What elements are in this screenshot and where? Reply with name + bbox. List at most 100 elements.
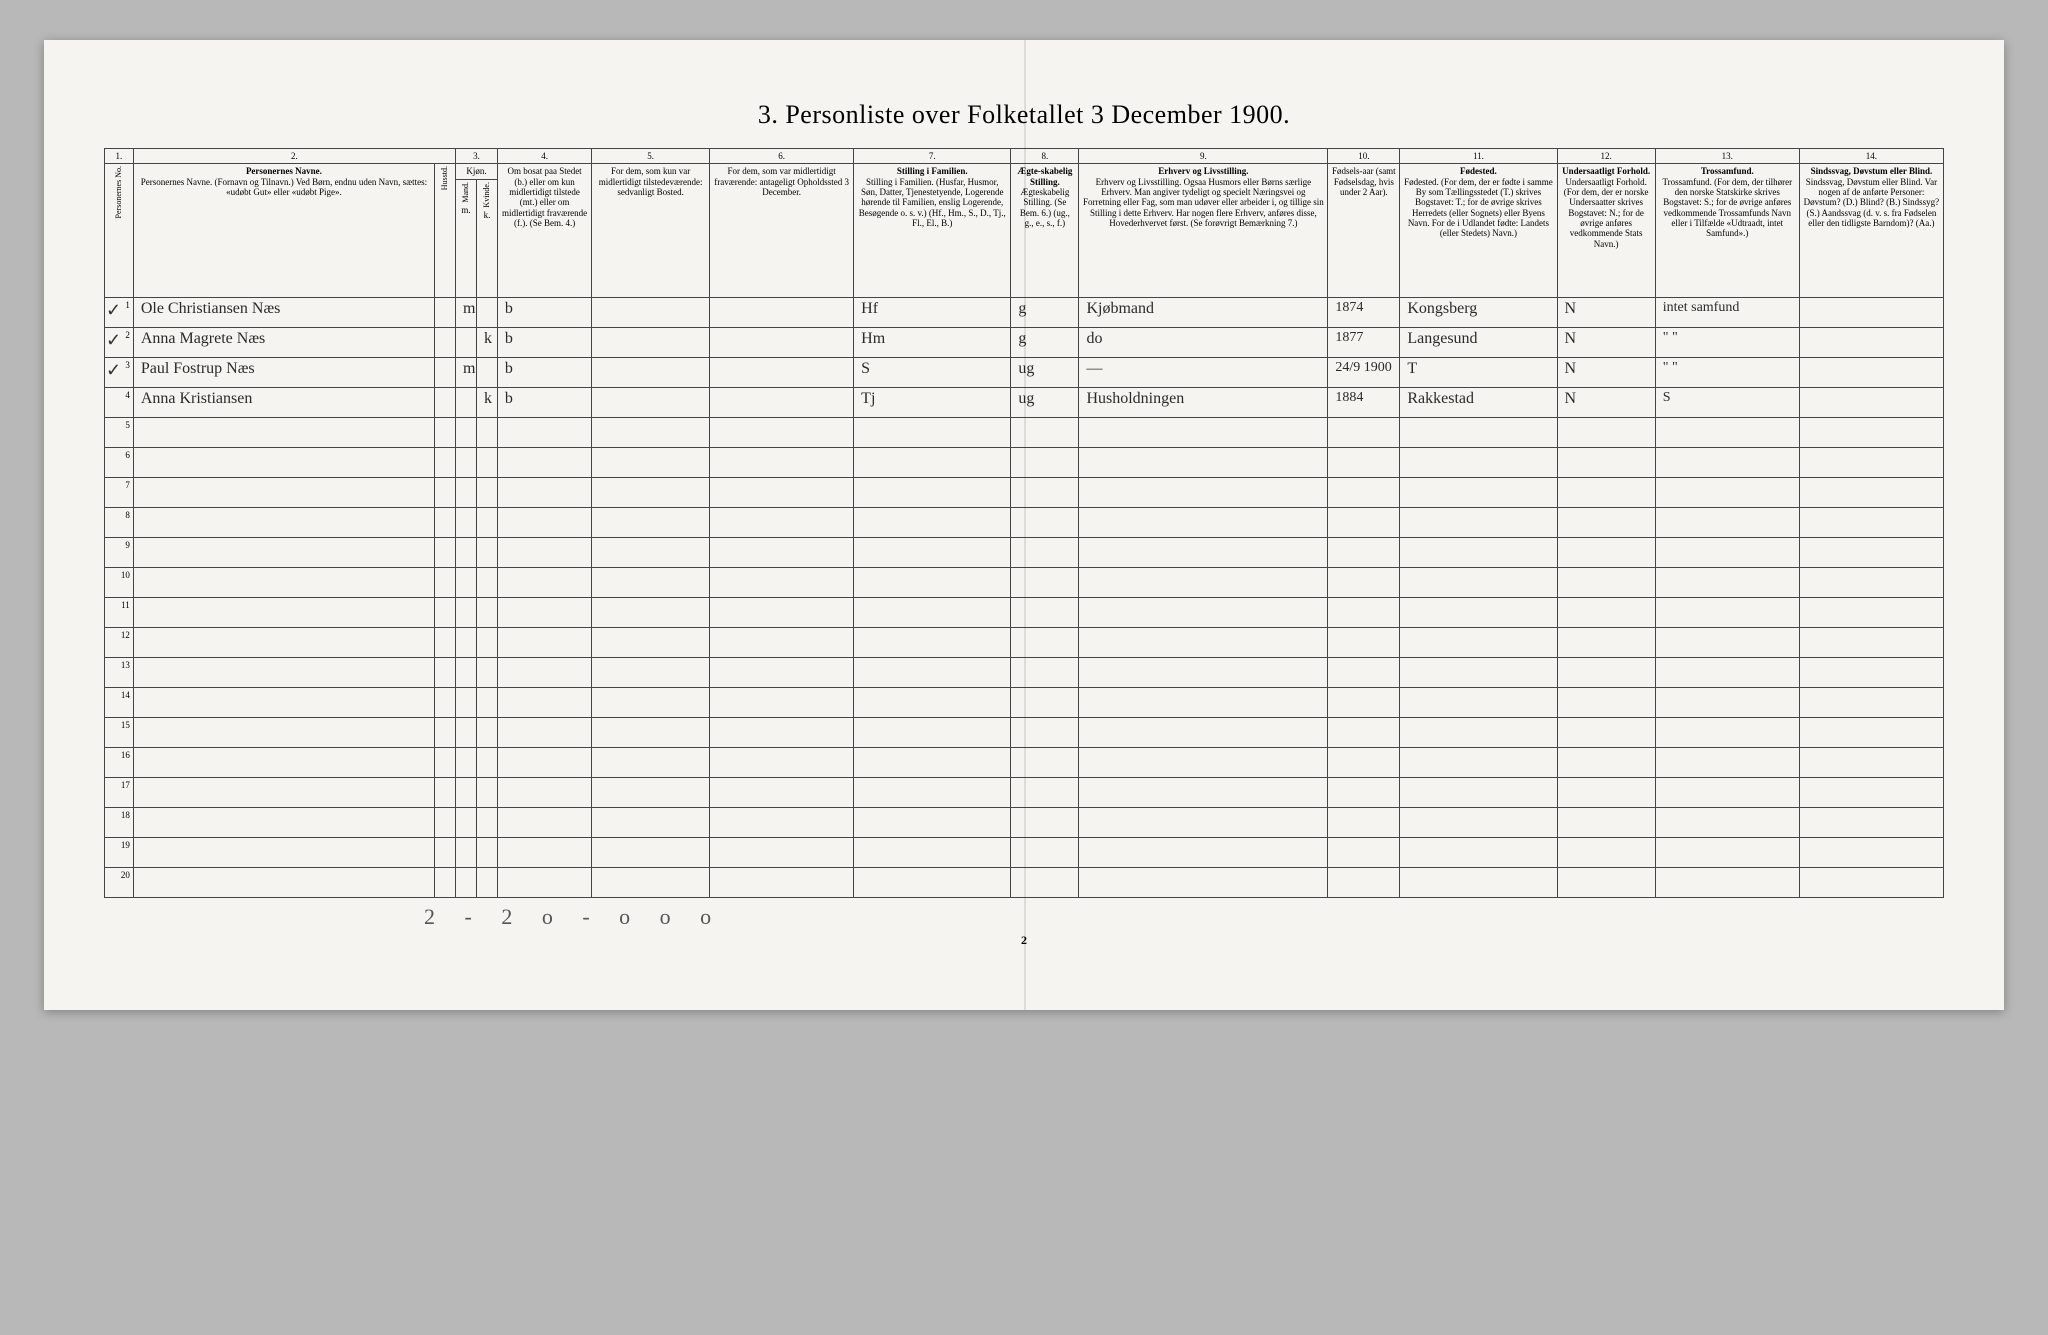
cell-household bbox=[435, 357, 456, 387]
cell-household bbox=[435, 747, 456, 777]
cell-visitor bbox=[710, 417, 854, 447]
table-row: 12 bbox=[105, 627, 1944, 657]
cell-occupation bbox=[1079, 807, 1328, 837]
row-number: ✓3 bbox=[105, 357, 134, 387]
cell-nationality: N bbox=[1557, 327, 1655, 357]
cell-name: Ole Christiansen Næs bbox=[133, 297, 434, 327]
cell-residence bbox=[497, 537, 591, 567]
cell-religion bbox=[1655, 417, 1799, 447]
cell-birth-year bbox=[1328, 747, 1400, 777]
cell-sex-m bbox=[456, 447, 477, 477]
cell-marital bbox=[1011, 687, 1079, 717]
cell-occupation bbox=[1079, 627, 1328, 657]
colnum-8: 8. bbox=[1011, 149, 1079, 164]
row-number: 7 bbox=[105, 477, 134, 507]
cell-religion bbox=[1655, 717, 1799, 747]
census-table: 1. 2. 3. 4. 5. 6. 7. 8. 9. 10. 11. 12. 1… bbox=[104, 148, 1944, 898]
cell-birthplace bbox=[1400, 657, 1557, 687]
cell-religion bbox=[1655, 627, 1799, 657]
cell-occupation bbox=[1079, 717, 1328, 747]
cell-absent bbox=[592, 537, 710, 567]
cell-birth-year bbox=[1328, 597, 1400, 627]
cell-birth-year bbox=[1328, 627, 1400, 657]
cell-occupation bbox=[1079, 777, 1328, 807]
cell-household bbox=[435, 567, 456, 597]
cell-visitor bbox=[710, 357, 854, 387]
row-number: ✓2 bbox=[105, 327, 134, 357]
cell-visitor bbox=[710, 507, 854, 537]
cell-sex-k bbox=[476, 357, 497, 387]
cell-birthplace bbox=[1400, 507, 1557, 537]
cell-sex-m bbox=[456, 567, 477, 597]
table-row: 9 bbox=[105, 537, 1944, 567]
cell-residence: b bbox=[497, 297, 591, 327]
colnum-11: 11. bbox=[1400, 149, 1557, 164]
footer-annotation: 2 - 2 o - o o o bbox=[424, 904, 1944, 930]
cell-family-pos bbox=[854, 447, 1011, 477]
cell-residence bbox=[497, 717, 591, 747]
cell-visitor bbox=[710, 717, 854, 747]
cell-visitor bbox=[710, 387, 854, 417]
cell-sex-m: m bbox=[456, 297, 477, 327]
head-visitor-home: For dem, som kun var midlertidigt tilste… bbox=[592, 164, 710, 297]
head-marital: Ægte-skabelig Stilling.Ægteskabelig Stil… bbox=[1011, 164, 1079, 297]
cell-absent bbox=[592, 447, 710, 477]
cell-sex-m bbox=[456, 627, 477, 657]
cell-disability bbox=[1799, 507, 1943, 537]
cell-family-pos bbox=[854, 567, 1011, 597]
cell-sex-m bbox=[456, 747, 477, 777]
cell-visitor bbox=[710, 747, 854, 777]
cell-visitor bbox=[710, 447, 854, 477]
cell-birth-year bbox=[1328, 777, 1400, 807]
cell-sex-k: k bbox=[476, 327, 497, 357]
cell-family-pos bbox=[854, 837, 1011, 867]
cell-marital bbox=[1011, 867, 1079, 897]
cell-residence: b bbox=[497, 327, 591, 357]
colnum-6: 6. bbox=[710, 149, 854, 164]
cell-birthplace bbox=[1400, 417, 1557, 447]
cell-religion bbox=[1655, 477, 1799, 507]
cell-visitor bbox=[710, 867, 854, 897]
cell-marital bbox=[1011, 477, 1079, 507]
cell-nationality bbox=[1557, 657, 1655, 687]
cell-birth-year bbox=[1328, 507, 1400, 537]
cell-visitor bbox=[710, 477, 854, 507]
row-number: 9 bbox=[105, 537, 134, 567]
cell-family-pos bbox=[854, 537, 1011, 567]
cell-absent bbox=[592, 747, 710, 777]
cell-marital bbox=[1011, 537, 1079, 567]
table-header: 1. 2. 3. 4. 5. 6. 7. 8. 9. 10. 11. 12. 1… bbox=[105, 149, 1944, 298]
cell-family-pos bbox=[854, 627, 1011, 657]
cell-name bbox=[133, 837, 434, 867]
cell-residence bbox=[497, 447, 591, 477]
cell-absent bbox=[592, 477, 710, 507]
cell-household bbox=[435, 387, 456, 417]
cell-family-pos bbox=[854, 717, 1011, 747]
cell-name bbox=[133, 687, 434, 717]
cell-family-pos: Hm bbox=[854, 327, 1011, 357]
cell-family-pos bbox=[854, 597, 1011, 627]
cell-occupation bbox=[1079, 657, 1328, 687]
cell-nationality: N bbox=[1557, 357, 1655, 387]
cell-residence bbox=[497, 417, 591, 447]
cell-sex-k bbox=[476, 297, 497, 327]
cell-visitor bbox=[710, 537, 854, 567]
cell-occupation bbox=[1079, 867, 1328, 897]
cell-sex-m bbox=[456, 837, 477, 867]
row-number: 18 bbox=[105, 807, 134, 837]
cell-residence bbox=[497, 627, 591, 657]
table-row: 17 bbox=[105, 777, 1944, 807]
colnum-10: 10. bbox=[1328, 149, 1400, 164]
cell-sex-k bbox=[476, 417, 497, 447]
cell-absent bbox=[592, 837, 710, 867]
cell-visitor bbox=[710, 837, 854, 867]
cell-religion: intet samfund bbox=[1655, 297, 1799, 327]
cell-religion bbox=[1655, 567, 1799, 597]
cell-nationality bbox=[1557, 807, 1655, 837]
cell-visitor bbox=[710, 597, 854, 627]
cell-family-pos bbox=[854, 867, 1011, 897]
head-absent-loc: For dem, som var midlertidigt fraværende… bbox=[710, 164, 854, 297]
cell-birthplace bbox=[1400, 567, 1557, 597]
colnum-4: 4. bbox=[497, 149, 591, 164]
cell-occupation bbox=[1079, 567, 1328, 597]
